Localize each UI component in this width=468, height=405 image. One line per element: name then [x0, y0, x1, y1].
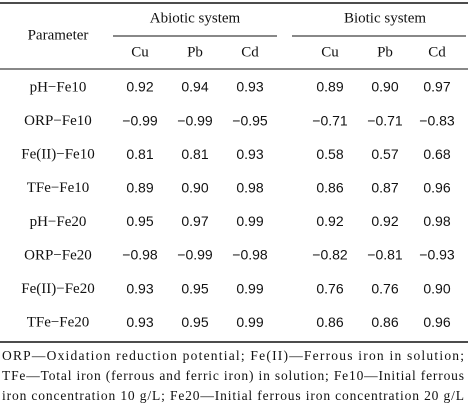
- sub-header: Cu: [321, 44, 339, 60]
- cell: 0.93: [126, 314, 153, 330]
- header-cell: Parameter: [28, 27, 89, 43]
- cell: −0.99: [177, 247, 213, 263]
- cell: 0.96: [423, 180, 450, 196]
- row-label: Fe(II)−Fe20: [21, 281, 94, 297]
- sub-header: Pb: [187, 44, 203, 60]
- cell: 0.98: [236, 180, 263, 196]
- row-label: Fe(II)−Fe10: [21, 147, 94, 163]
- sub-header: Cd: [241, 44, 259, 60]
- cell: −0.95: [232, 112, 268, 128]
- row-label: pH−Fe10: [30, 79, 87, 95]
- cell: 0.89: [316, 79, 343, 95]
- cell: −0.82: [312, 247, 348, 263]
- row-label: TFe−Fe10: [27, 180, 90, 196]
- cell: 0.94: [181, 79, 208, 95]
- row-label: ORP−Fe20: [24, 247, 92, 263]
- footnote-line: TFe—Total iron (ferrous and ferric iron)…: [2, 368, 464, 383]
- cell: 0.90: [181, 180, 208, 196]
- cell: −0.81: [367, 247, 403, 263]
- cell: 0.76: [371, 280, 398, 296]
- cell: −0.98: [232, 247, 268, 263]
- cell: 0.92: [126, 79, 153, 95]
- cell: 0.95: [126, 213, 153, 229]
- cell: −0.83: [419, 112, 455, 128]
- cell: 0.92: [371, 213, 398, 229]
- cell: 0.68: [423, 146, 450, 162]
- sub-header: Cd: [428, 44, 446, 60]
- cell: −0.99: [177, 112, 213, 128]
- sub-header: Cu: [131, 44, 149, 60]
- cell: 0.97: [181, 213, 208, 229]
- cell: −0.93: [419, 247, 455, 263]
- cell: 0.93: [236, 79, 263, 95]
- cell: 0.86: [316, 314, 343, 330]
- cell: 0.86: [316, 180, 343, 196]
- cell: 0.95: [181, 280, 208, 296]
- group-header: Abiotic system: [150, 10, 241, 26]
- cell: 0.76: [316, 280, 343, 296]
- cell: 0.89: [126, 180, 153, 196]
- cell: −0.71: [367, 112, 403, 128]
- cell: −0.99: [122, 112, 158, 128]
- cell: 0.90: [423, 280, 450, 296]
- cell: −0.98: [122, 247, 158, 263]
- group-header: Biotic system: [344, 10, 426, 26]
- cell: 0.99: [236, 213, 263, 229]
- cell: 0.81: [181, 146, 208, 162]
- cell: 0.81: [126, 146, 153, 162]
- cell: 0.93: [236, 146, 263, 162]
- footnote-line: iron concentration 10 g/L; Fe20—Initial …: [2, 388, 464, 403]
- cell: 0.87: [371, 180, 398, 196]
- cell: −0.71: [312, 112, 348, 128]
- cell: 0.58: [316, 146, 343, 162]
- sub-header: Pb: [377, 44, 393, 60]
- cell: 0.57: [371, 146, 398, 162]
- cell: 0.99: [236, 280, 263, 296]
- cell: 0.90: [371, 79, 398, 95]
- footnote-line: ORP—Oxidation reduction potential; Fe(II…: [2, 348, 464, 363]
- cell: 0.98: [423, 213, 450, 229]
- row-label: pH−Fe20: [30, 214, 87, 230]
- cell: 0.96: [423, 314, 450, 330]
- cell: 0.86: [371, 314, 398, 330]
- row-label: TFe−Fe20: [27, 315, 90, 331]
- cell: 0.99: [236, 314, 263, 330]
- row-label: ORP−Fe10: [24, 113, 92, 129]
- cell: 0.95: [181, 314, 208, 330]
- cell: 0.92: [316, 213, 343, 229]
- cell: 0.97: [423, 79, 450, 95]
- cell: 0.93: [126, 280, 153, 296]
